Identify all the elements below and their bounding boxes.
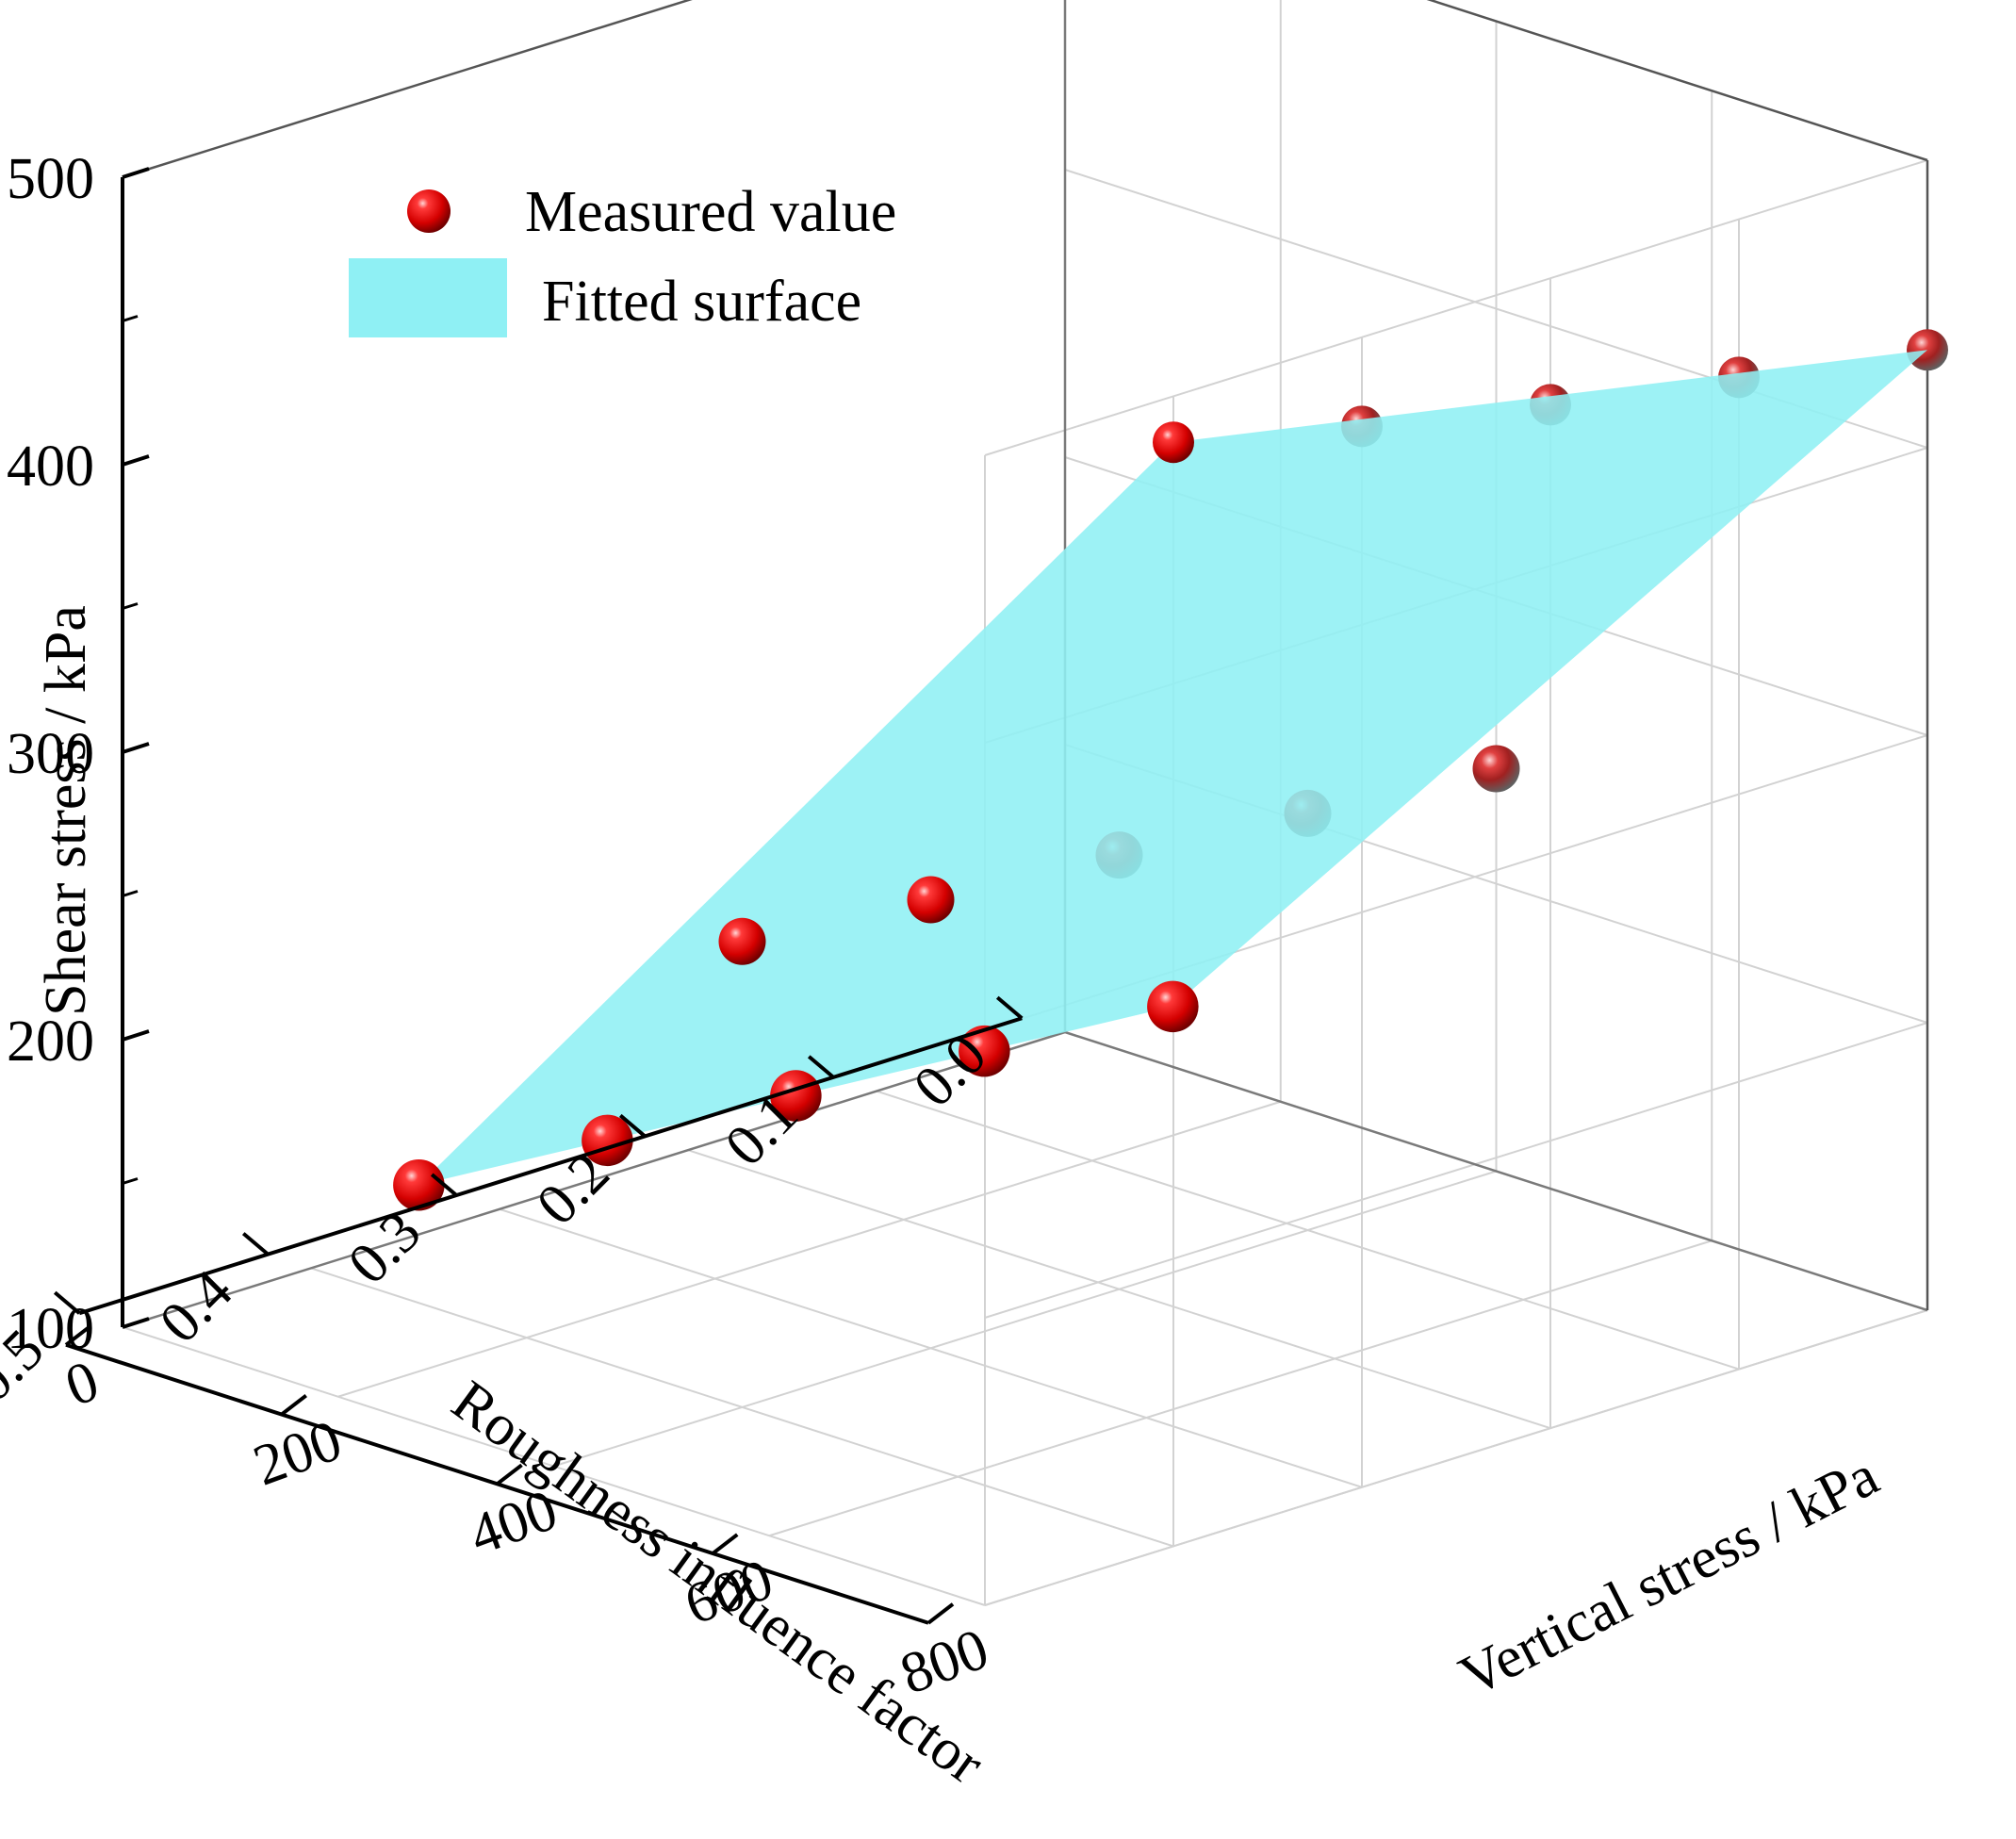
legend-label-surface: Fitted surface — [542, 270, 861, 334]
x-axis-line — [78, 1016, 1023, 1316]
z-minor-tick — [122, 315, 139, 322]
data-point — [718, 917, 766, 965]
y-tick — [712, 1533, 739, 1555]
y-tick-label: 200 — [246, 1408, 351, 1499]
z-tick-label: 500 — [7, 147, 94, 211]
y-axis-title: Vertical stress / kPa — [1450, 1443, 1888, 1709]
legend-label-measured: Measured value — [525, 180, 896, 244]
fitted-surface — [418, 350, 1927, 1186]
y-tick — [926, 1602, 955, 1625]
grid-line — [553, 1170, 1497, 1468]
back-edge — [122, 1030, 1066, 1329]
z-tick-label: 400 — [7, 435, 94, 499]
legend: Measured value Fitted surface — [349, 180, 896, 337]
wall-edge — [122, 0, 693, 179]
x-tick — [53, 1290, 81, 1315]
y-tick — [496, 1463, 523, 1486]
data-point — [1147, 980, 1199, 1033]
z-tick-label: 300 — [7, 722, 94, 786]
data-point — [1472, 745, 1520, 793]
z-tick-label: 200 — [7, 1010, 94, 1074]
y-tick — [280, 1393, 307, 1417]
wall-edge — [1426, 0, 1928, 162]
z-tick — [122, 167, 150, 179]
legend-swatch-surface — [349, 258, 507, 337]
z-minor-tick — [122, 1177, 139, 1185]
z-tick — [122, 1029, 150, 1042]
z-tick — [122, 454, 150, 467]
back-edge — [1064, 1030, 1928, 1312]
z-minor-tick — [122, 890, 139, 897]
legend-marker-measured — [407, 189, 451, 233]
grid-line — [984, 1022, 1928, 1319]
y-tick — [64, 1324, 92, 1347]
x-tick — [807, 1055, 835, 1079]
data-point — [959, 1025, 1010, 1077]
z-tick — [122, 1317, 150, 1329]
fitted-surface-plane — [418, 350, 1927, 1186]
z-tick-label: 100 — [7, 1297, 94, 1361]
z-axis-title: Shear stress / kPa — [34, 605, 98, 1016]
x-tick — [430, 1173, 458, 1197]
data-point — [907, 876, 955, 924]
z-tick — [122, 742, 150, 754]
grid-line — [337, 1100, 1282, 1398]
grid-line — [984, 1309, 1928, 1606]
grid-line — [768, 1240, 1713, 1537]
z-minor-tick — [122, 602, 139, 610]
x-tick — [618, 1113, 647, 1138]
x-tick — [995, 995, 1024, 1020]
data-point — [770, 1070, 822, 1122]
points-in-front — [393, 421, 1199, 1211]
data-point — [1153, 421, 1194, 464]
grid-line — [984, 159, 1928, 456]
y-tick-label: 0 — [57, 1349, 107, 1420]
x-tick — [241, 1232, 270, 1256]
data-point — [393, 1158, 445, 1211]
